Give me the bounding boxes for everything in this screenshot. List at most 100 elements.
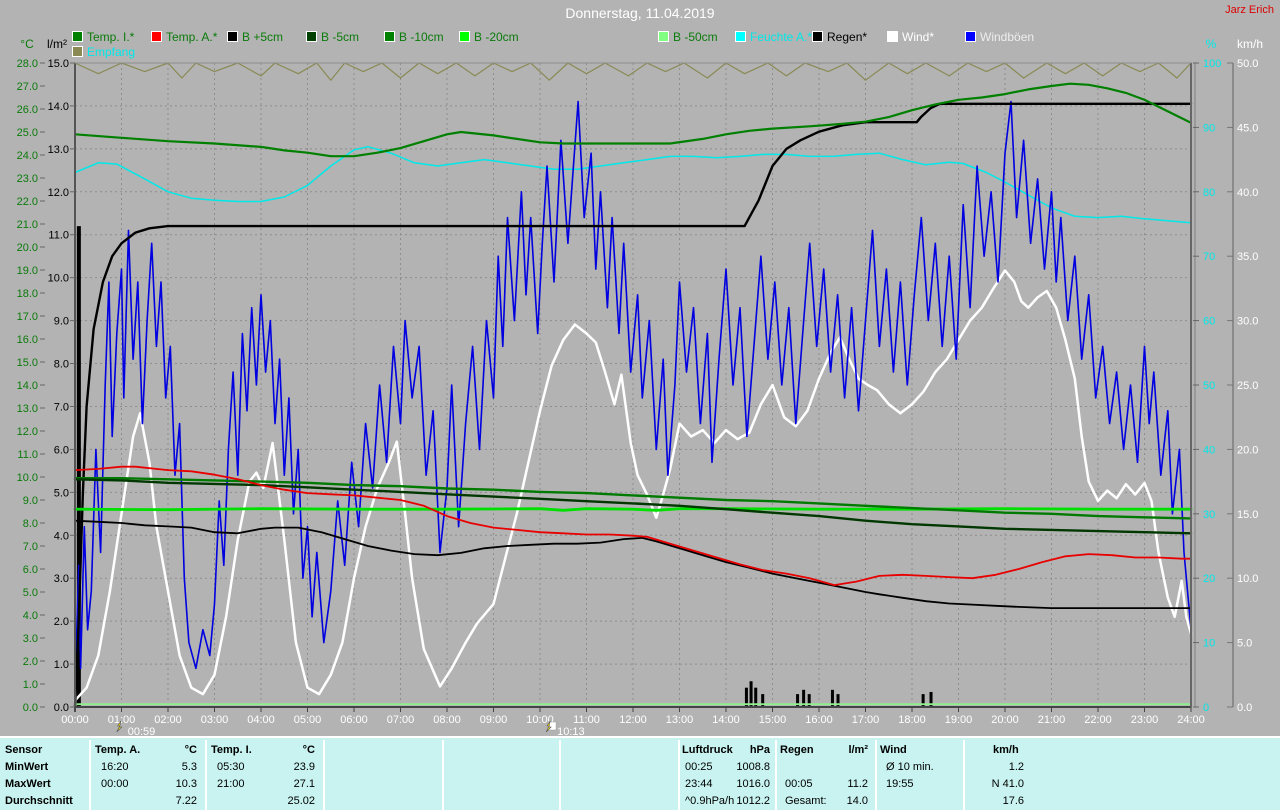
series-regen_summe-line (73, 102, 1193, 709)
tick-pct: 10 (1203, 638, 1215, 650)
tick-kmh: 0.0 (1237, 702, 1252, 714)
legend-swatch-icon (384, 31, 395, 42)
stats-table: Sensor MinWert MaxWert Durchschnitt Temp. A.… (0, 736, 1280, 810)
x-tick-label: 05:00 (294, 714, 322, 726)
tick-lm2: 8.0 (54, 359, 69, 371)
table-divider (963, 740, 965, 810)
tick-degc: 16.0 (17, 334, 38, 346)
tick-pct: 20 (1203, 573, 1215, 585)
cell-value: N 41.0 (991, 778, 1024, 790)
cell-value: 25.02 (287, 795, 315, 807)
tick-degc: 7.0 (23, 541, 38, 553)
tick-kmh: 25.0 (1237, 380, 1258, 392)
tick-degc: 4.0 (23, 610, 38, 622)
cell-value: 1012.2 (736, 795, 770, 807)
tick-degc: 14.0 (17, 380, 38, 392)
tick-degc: 19.0 (17, 265, 38, 277)
x-tick-label: 09:00 (480, 714, 508, 726)
tick-lm2: 15.0 (48, 58, 69, 70)
cell-time: 00:25 (685, 761, 713, 773)
legend-swatch-icon (658, 31, 669, 42)
rain-rate-bar (807, 694, 811, 707)
cell-time: Ø 10 min. (886, 761, 934, 773)
tick-degc: 12.0 (17, 426, 38, 438)
marker-time-label: 00:59 (128, 726, 156, 738)
rain-rate-bar (802, 689, 806, 707)
legend-label: Temp. I.* (87, 30, 135, 44)
legend-label: B -20cm (474, 30, 519, 44)
legend-label: B +5cm (242, 30, 284, 44)
tick-lm2: 13.0 (48, 144, 69, 156)
col-unit: °C (302, 744, 315, 756)
tick-degc: 22.0 (17, 196, 38, 208)
tick-lm2: 3.0 (54, 573, 69, 585)
x-tick-label: 12:00 (619, 714, 647, 726)
row-label-minwert: MinWert (5, 761, 49, 773)
x-tick-label: 15:00 (759, 714, 787, 726)
col-title: Temp. I. (211, 744, 252, 756)
x-tick-label: 23:00 (1131, 714, 1159, 726)
tick-kmh: 5.0 (1237, 638, 1252, 650)
tick-degc: 6.0 (23, 564, 38, 576)
cell-value: 11.2 (847, 778, 868, 790)
tick-lm2: 10.0 (48, 273, 69, 285)
axis-title-pct: % (1206, 37, 1217, 51)
legend-swatch-icon (72, 31, 83, 42)
x-tick-label: 02:00 (154, 714, 182, 726)
tick-degc: 10.0 (17, 472, 38, 484)
x-tick-label: 11:00 (573, 714, 600, 726)
tick-degc: 18.0 (17, 288, 38, 300)
legend-label: Wind* (902, 30, 935, 44)
col-title: Wind (880, 744, 907, 756)
col-unit: hPa (749, 744, 770, 756)
col-title: Luftdruck (682, 744, 733, 756)
legend-swatch-icon (306, 31, 317, 42)
tick-lm2: 9.0 (54, 316, 69, 328)
cell-value: 10.3 (175, 778, 197, 790)
col-title: Temp. A. (95, 744, 141, 756)
cell-time: 21:00 (217, 778, 245, 790)
x-tick-label: 04:00 (247, 714, 275, 726)
table-divider (442, 740, 444, 810)
x-tick-label: 17:00 (852, 714, 880, 726)
x-tick-label: 19:00 (945, 714, 973, 726)
tick-degc: 0.0 (23, 702, 38, 714)
legend-item-wind-: Wind* (887, 30, 935, 44)
tick-degc: 28.0 (17, 58, 38, 70)
cell-time: 16:20 (101, 761, 129, 773)
tick-lm2: 5.0 (54, 487, 69, 499)
series-b_minus20-line (73, 507, 1193, 512)
tick-kmh: 40.0 (1237, 187, 1258, 199)
legend-swatch-icon (965, 31, 976, 42)
cell-value: 14.0 (846, 795, 868, 807)
axis-title-lm2: l/m² (47, 37, 67, 51)
col-title: km/h (993, 744, 1019, 756)
legend-item-b-10cm: B -10cm (384, 30, 444, 44)
legend-item-b-5cm: B -5cm (306, 30, 359, 44)
tick-lm2: 7.0 (54, 401, 69, 413)
legend-item-feuchte-a-: Feuchte A.* (735, 30, 813, 44)
tick-degc: 20.0 (17, 242, 38, 254)
legend-label: B -50cm (673, 30, 718, 44)
rain-rate-bar (830, 689, 834, 707)
tick-degc: 27.0 (17, 81, 38, 93)
tick-lm2: 11.0 (48, 230, 69, 242)
col-title: Regen (780, 744, 814, 756)
lightning-marker-icon (116, 720, 123, 733)
tick-lm2: 1.0 (54, 659, 69, 671)
legend-label: B -10cm (399, 30, 444, 44)
series-temp_a-line (74, 465, 1192, 586)
cell-time: 19:55 (886, 778, 914, 790)
tick-degc: 11.0 (17, 449, 38, 461)
tick-degc: 8.0 (23, 518, 38, 530)
x-tick-label: 06:00 (340, 714, 368, 726)
legend-label: Feuchte A.* (750, 30, 813, 44)
legend-item-empfang: Empfang (72, 45, 135, 59)
tick-lm2: 2.0 (54, 616, 69, 628)
table-divider (875, 740, 877, 810)
tick-pct: 60 (1203, 316, 1215, 328)
col-unit: °C (184, 744, 197, 756)
rain-rate-bar (929, 691, 933, 707)
x-tick-label: 16:00 (805, 714, 833, 726)
tick-kmh: 50.0 (1237, 58, 1258, 70)
